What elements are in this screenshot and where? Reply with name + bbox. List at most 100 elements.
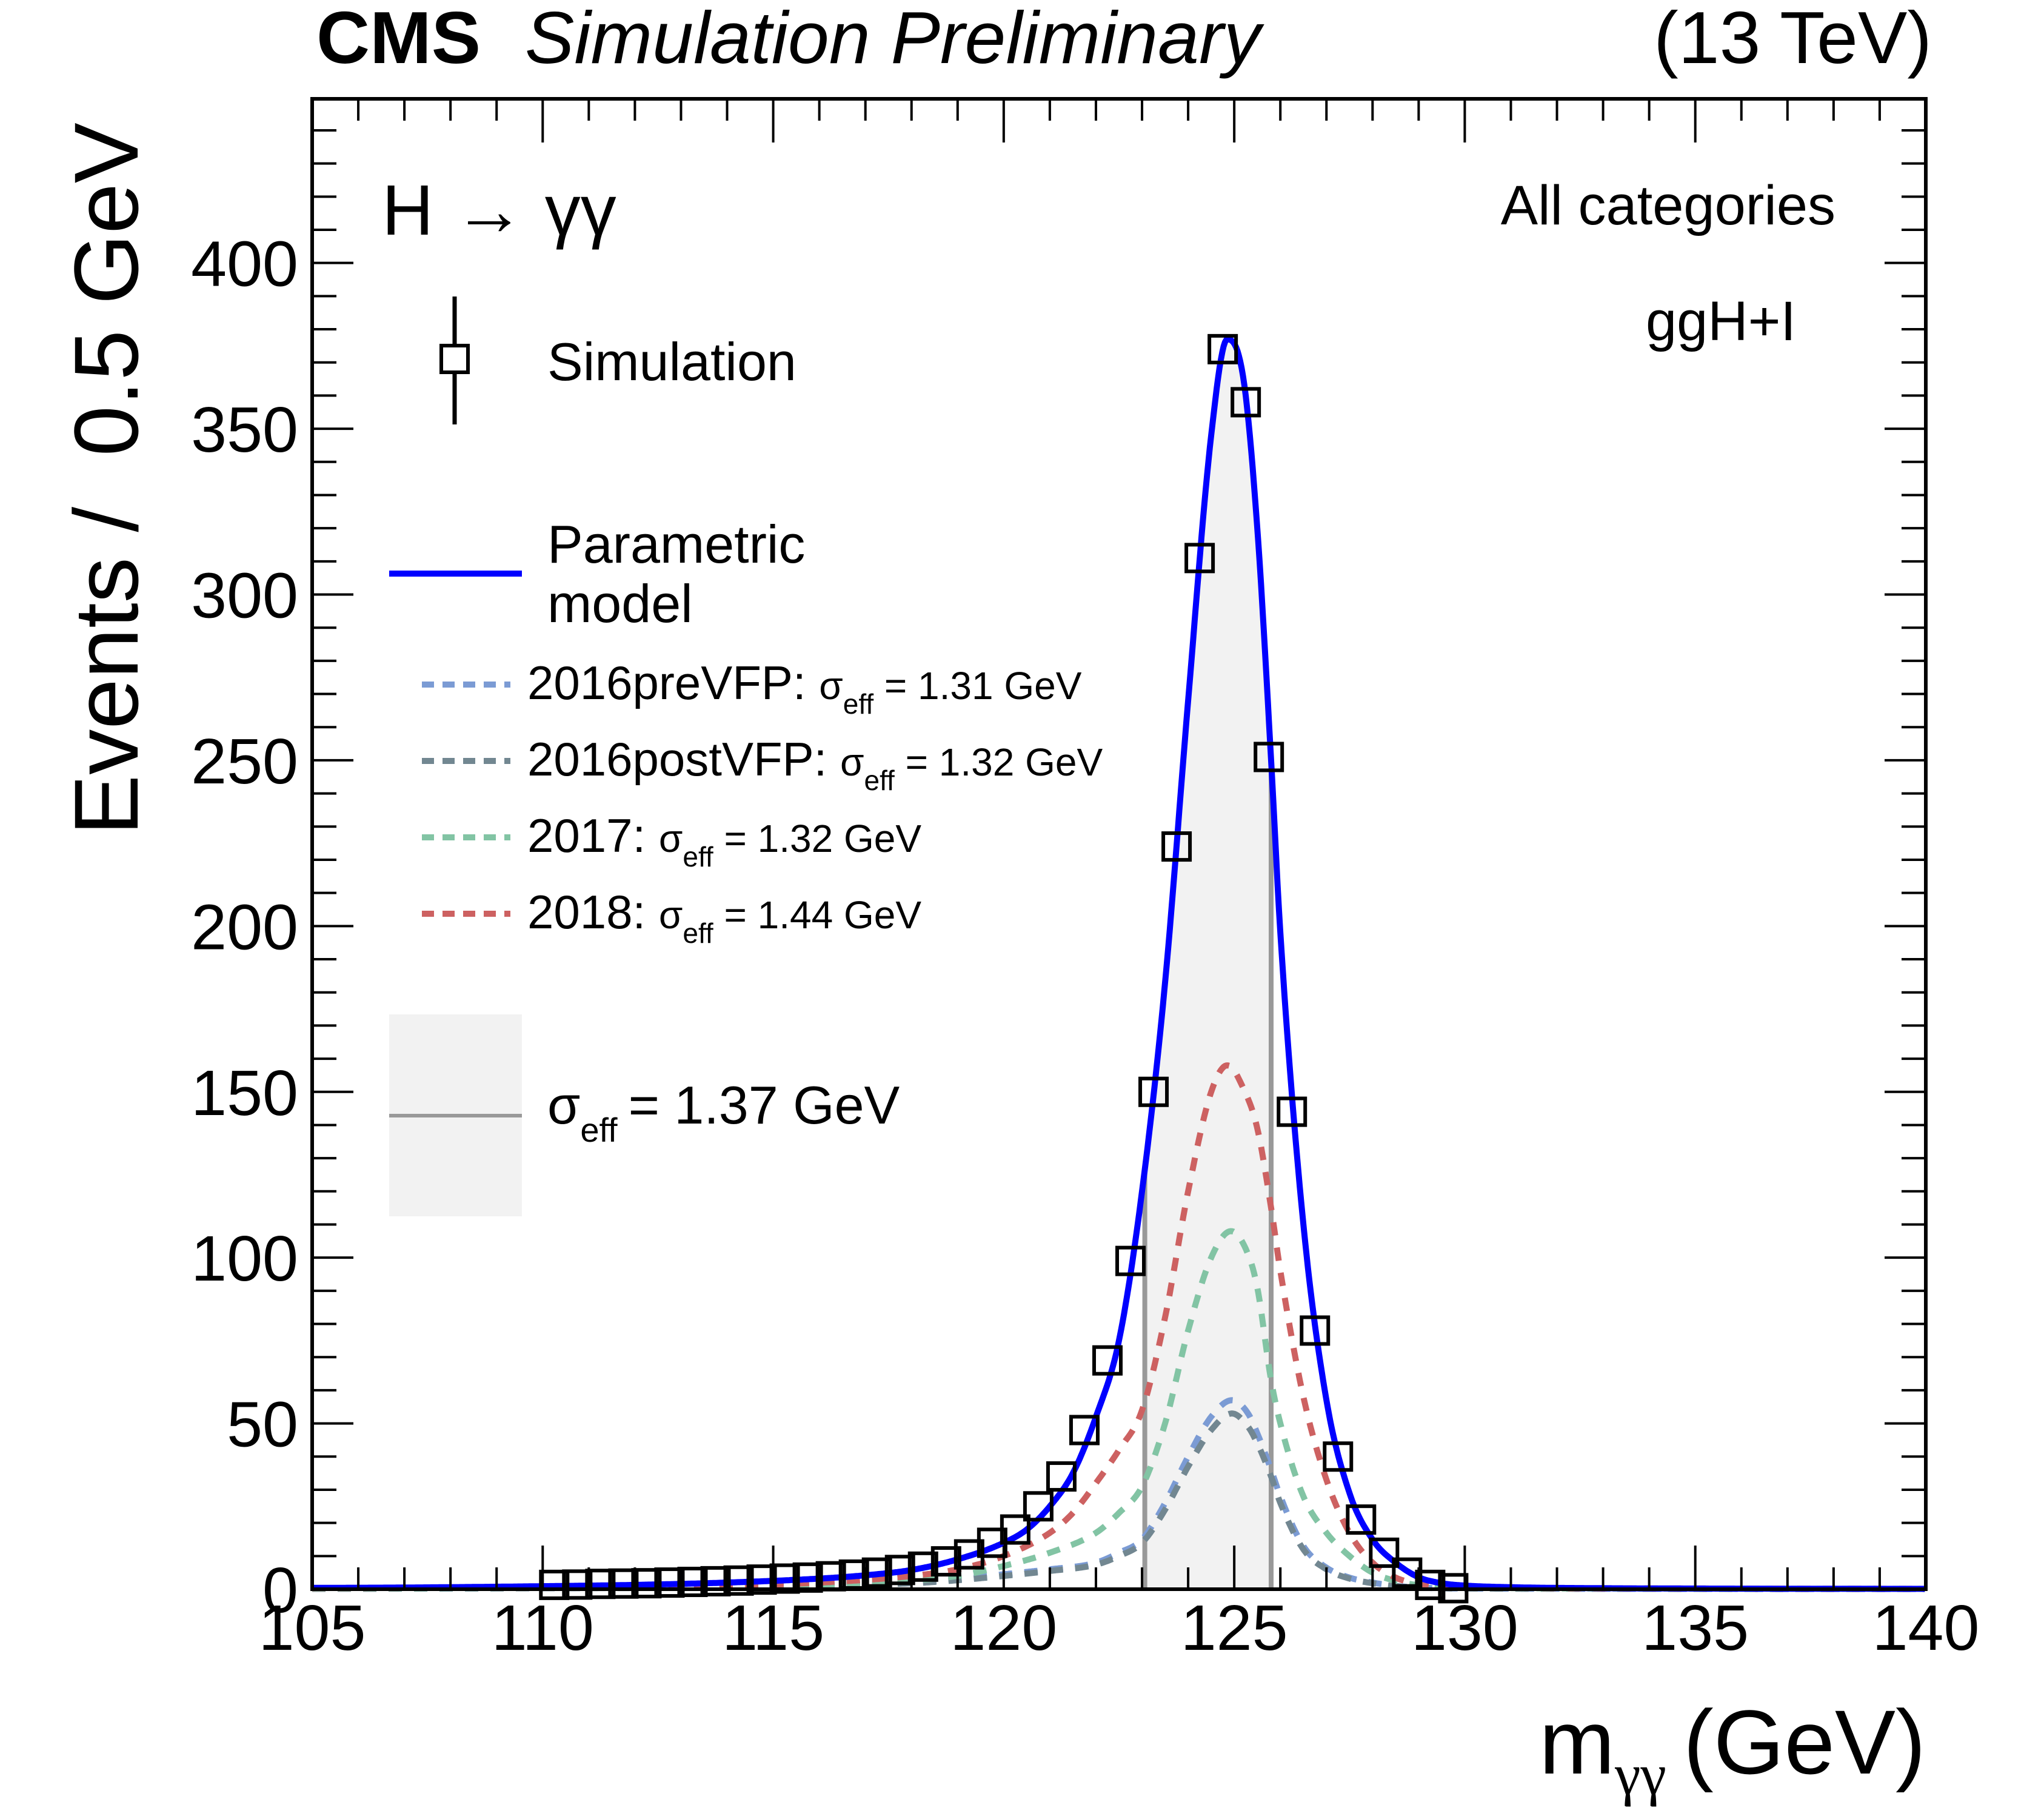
y-tick-label: 200 — [191, 891, 298, 963]
sigma-subscript: eff — [580, 1111, 618, 1149]
y-axis-title: Events / 0.5 GeV — [55, 122, 157, 836]
y-tick-label: 350 — [191, 394, 298, 466]
sigma-value: = 1.37 GeV — [629, 1075, 900, 1135]
y-tick-label: 300 — [191, 560, 298, 632]
simulation-point — [1300, 1315, 1331, 1346]
x-axis-title-main: m — [1539, 1691, 1615, 1793]
simulation-point — [1115, 1245, 1146, 1276]
x-tick-label: 120 — [950, 1592, 1057, 1664]
axes: 105 110 115 120 125 130 135 140 0 50 100 150 200 250 3… — [191, 97, 1980, 1664]
x-tick-label: 115 — [722, 1592, 824, 1664]
sigma-value: = 1.44 GeV — [713, 893, 922, 937]
x-tick-label: 135 — [1642, 1592, 1749, 1664]
year-name: 2016preVFP: — [527, 656, 819, 709]
simulation-point — [907, 1551, 938, 1582]
y-tick-label: 150 — [191, 1057, 298, 1129]
x-axis-title-unit: (GeV) — [1683, 1691, 1926, 1793]
simulation-point — [585, 1569, 616, 1600]
process-label: H → γγ — [382, 170, 616, 250]
simulation-point — [861, 1557, 892, 1588]
sigma-symbol: σ — [819, 664, 843, 708]
simulation-point — [1184, 543, 1215, 574]
y-tick-label: 50 — [227, 1389, 298, 1461]
x-tick-label: 140 — [1872, 1592, 1980, 1664]
simulation-point — [723, 1565, 754, 1596]
x-axis-title: mγγ (GeV) — [1539, 1691, 1926, 1807]
experiment-label: CMS — [316, 0, 481, 79]
legend-entry-model: Parametric model — [389, 514, 805, 634]
simulation-point — [1231, 387, 1261, 418]
x-tick-label: 105 — [259, 1592, 366, 1664]
status-label: Simulation Preliminary — [525, 0, 1265, 79]
sigma-value: = 1.32 GeV — [895, 740, 1103, 784]
simulation-point — [631, 1568, 662, 1599]
simulation-point — [1346, 1504, 1377, 1535]
curve-2017 — [312, 1228, 1925, 1592]
simulation-point — [1161, 831, 1192, 862]
simulation-point — [884, 1555, 915, 1586]
y-tick-label: 250 — [191, 726, 298, 797]
legend-entry-year: 2018: σeff = 1.44 GeV — [422, 885, 921, 949]
year-name: 2016postVFP: — [527, 732, 840, 786]
legend-entry-year: 2016preVFP: σeff = 1.31 GeV — [422, 656, 1082, 720]
y-tick-label: 400 — [191, 229, 298, 300]
simulation-point — [539, 1569, 570, 1600]
simulation-point — [1138, 1076, 1169, 1107]
sigma-subscript: eff — [864, 765, 895, 796]
band-fill — [1144, 339, 1271, 1589]
legend-label-model-line1: Parametric — [547, 514, 805, 574]
year-name: 2018: — [527, 885, 659, 939]
x-tick-label: 130 — [1411, 1592, 1518, 1664]
simulation-point — [1046, 1461, 1077, 1492]
simulation-point — [1092, 1345, 1123, 1376]
sigma-value: = 1.32 GeV — [713, 817, 922, 860]
legend-label-year: 2016postVFP: σeff = 1.32 GeV — [527, 732, 1103, 796]
legend-entry-year: 2016postVFP: σeff = 1.32 GeV — [422, 732, 1103, 796]
x-tick-label: 110 — [492, 1592, 594, 1664]
legend-entry-simulation: Simulation — [439, 296, 797, 424]
simulation-points — [539, 333, 1469, 1604]
legend-entry-sigma-eff: σeff = 1.37 GeV — [389, 1014, 900, 1216]
x-tick-label: 125 — [1181, 1592, 1288, 1664]
legend-years: 2016preVFP: σeff = 1.31 GeV2016postVFP: … — [422, 656, 1103, 949]
legend: Simulation Parametric model 2016preVFP: … — [389, 296, 1103, 1216]
legend-label-simulation: Simulation — [547, 332, 797, 392]
simulation-point — [1415, 1569, 1446, 1600]
simulation-point — [1323, 1441, 1354, 1472]
sigma-eff-band — [1142, 339, 1274, 1589]
legend-label-year: 2017: σeff = 1.32 GeV — [527, 809, 921, 873]
production-label: ggH+I — [1646, 290, 1796, 352]
legend-label-year: 2018: σeff = 1.44 GeV — [527, 885, 921, 949]
simulation-point — [1254, 742, 1284, 772]
energy-label: (13 TeV) — [1654, 0, 1932, 79]
sigma-value: = 1.31 GeV — [873, 664, 1082, 708]
simulation-point — [746, 1564, 777, 1595]
sigma-symbol: σ — [840, 740, 864, 784]
simulation-point — [769, 1563, 800, 1594]
sigma-subscript: eff — [683, 841, 713, 873]
sigma-symbol: σ — [547, 1075, 580, 1135]
simulation-point — [700, 1566, 731, 1596]
sigma-subscript: eff — [683, 917, 713, 949]
category-label: All categories — [1501, 175, 1835, 236]
simulation-point — [930, 1546, 961, 1577]
x-axis-title-sub: γγ — [1614, 1742, 1666, 1807]
simulation-point — [1277, 1096, 1308, 1127]
simulation-point — [562, 1569, 593, 1600]
open-square-marker-icon — [439, 344, 470, 374]
simulation-point — [1369, 1537, 1400, 1568]
simulation-point — [1000, 1514, 1030, 1545]
legend-label-model-line2: model — [547, 574, 693, 634]
simulation-point — [608, 1568, 639, 1599]
legend-label-year: 2016preVFP: σeff = 1.31 GeV — [527, 656, 1082, 720]
simulation-point — [677, 1566, 708, 1597]
simulation-point — [654, 1567, 685, 1598]
sigma-subscript: eff — [843, 688, 874, 720]
plot-frame — [310, 97, 1928, 1591]
year-name: 2017: — [527, 809, 659, 862]
y-tick-label: 100 — [191, 1223, 298, 1295]
simulation-point — [1023, 1491, 1054, 1522]
simulation-point — [1069, 1415, 1100, 1445]
simulation-point — [1207, 333, 1238, 364]
